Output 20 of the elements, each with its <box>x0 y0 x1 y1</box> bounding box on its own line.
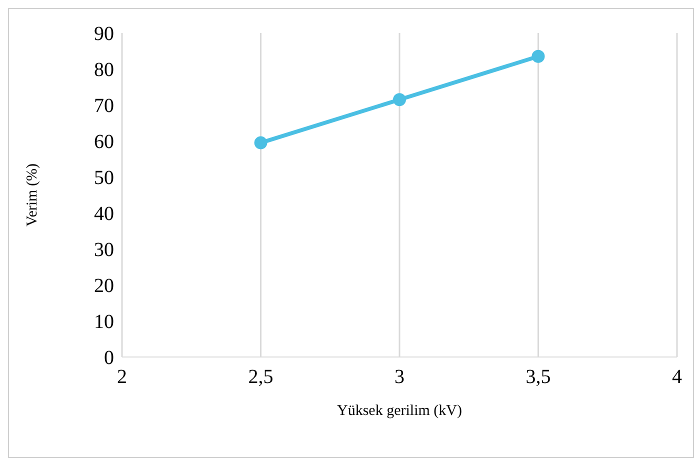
x-tick-label: 2,5 <box>248 366 274 388</box>
x-axis-title: Yüksek gerilim (kV) <box>337 403 462 419</box>
y-tick-label: 60 <box>94 131 114 154</box>
y-tick-label: 0 <box>104 347 114 370</box>
point <box>393 93 406 106</box>
y-tick-label: 80 <box>94 59 114 82</box>
x-tick-label: 2 <box>117 366 127 388</box>
x-tick-label: 4 <box>672 366 682 388</box>
point <box>254 136 268 150</box>
y-tick-label: 90 <box>94 23 114 46</box>
y-tick-label: 10 <box>94 311 114 334</box>
y-tick-label: 30 <box>94 239 114 262</box>
y-tick-label: 70 <box>94 95 114 118</box>
point <box>532 50 545 63</box>
x-tick-label: 3,5 <box>526 366 551 388</box>
x-tick-label: 3 <box>394 366 404 388</box>
y-tick-label: 50 <box>94 167 114 190</box>
y-tick-label: 40 <box>94 203 114 226</box>
y-tick-label: 20 <box>94 275 114 298</box>
y-axis-title: Verim (%) <box>24 164 40 226</box>
